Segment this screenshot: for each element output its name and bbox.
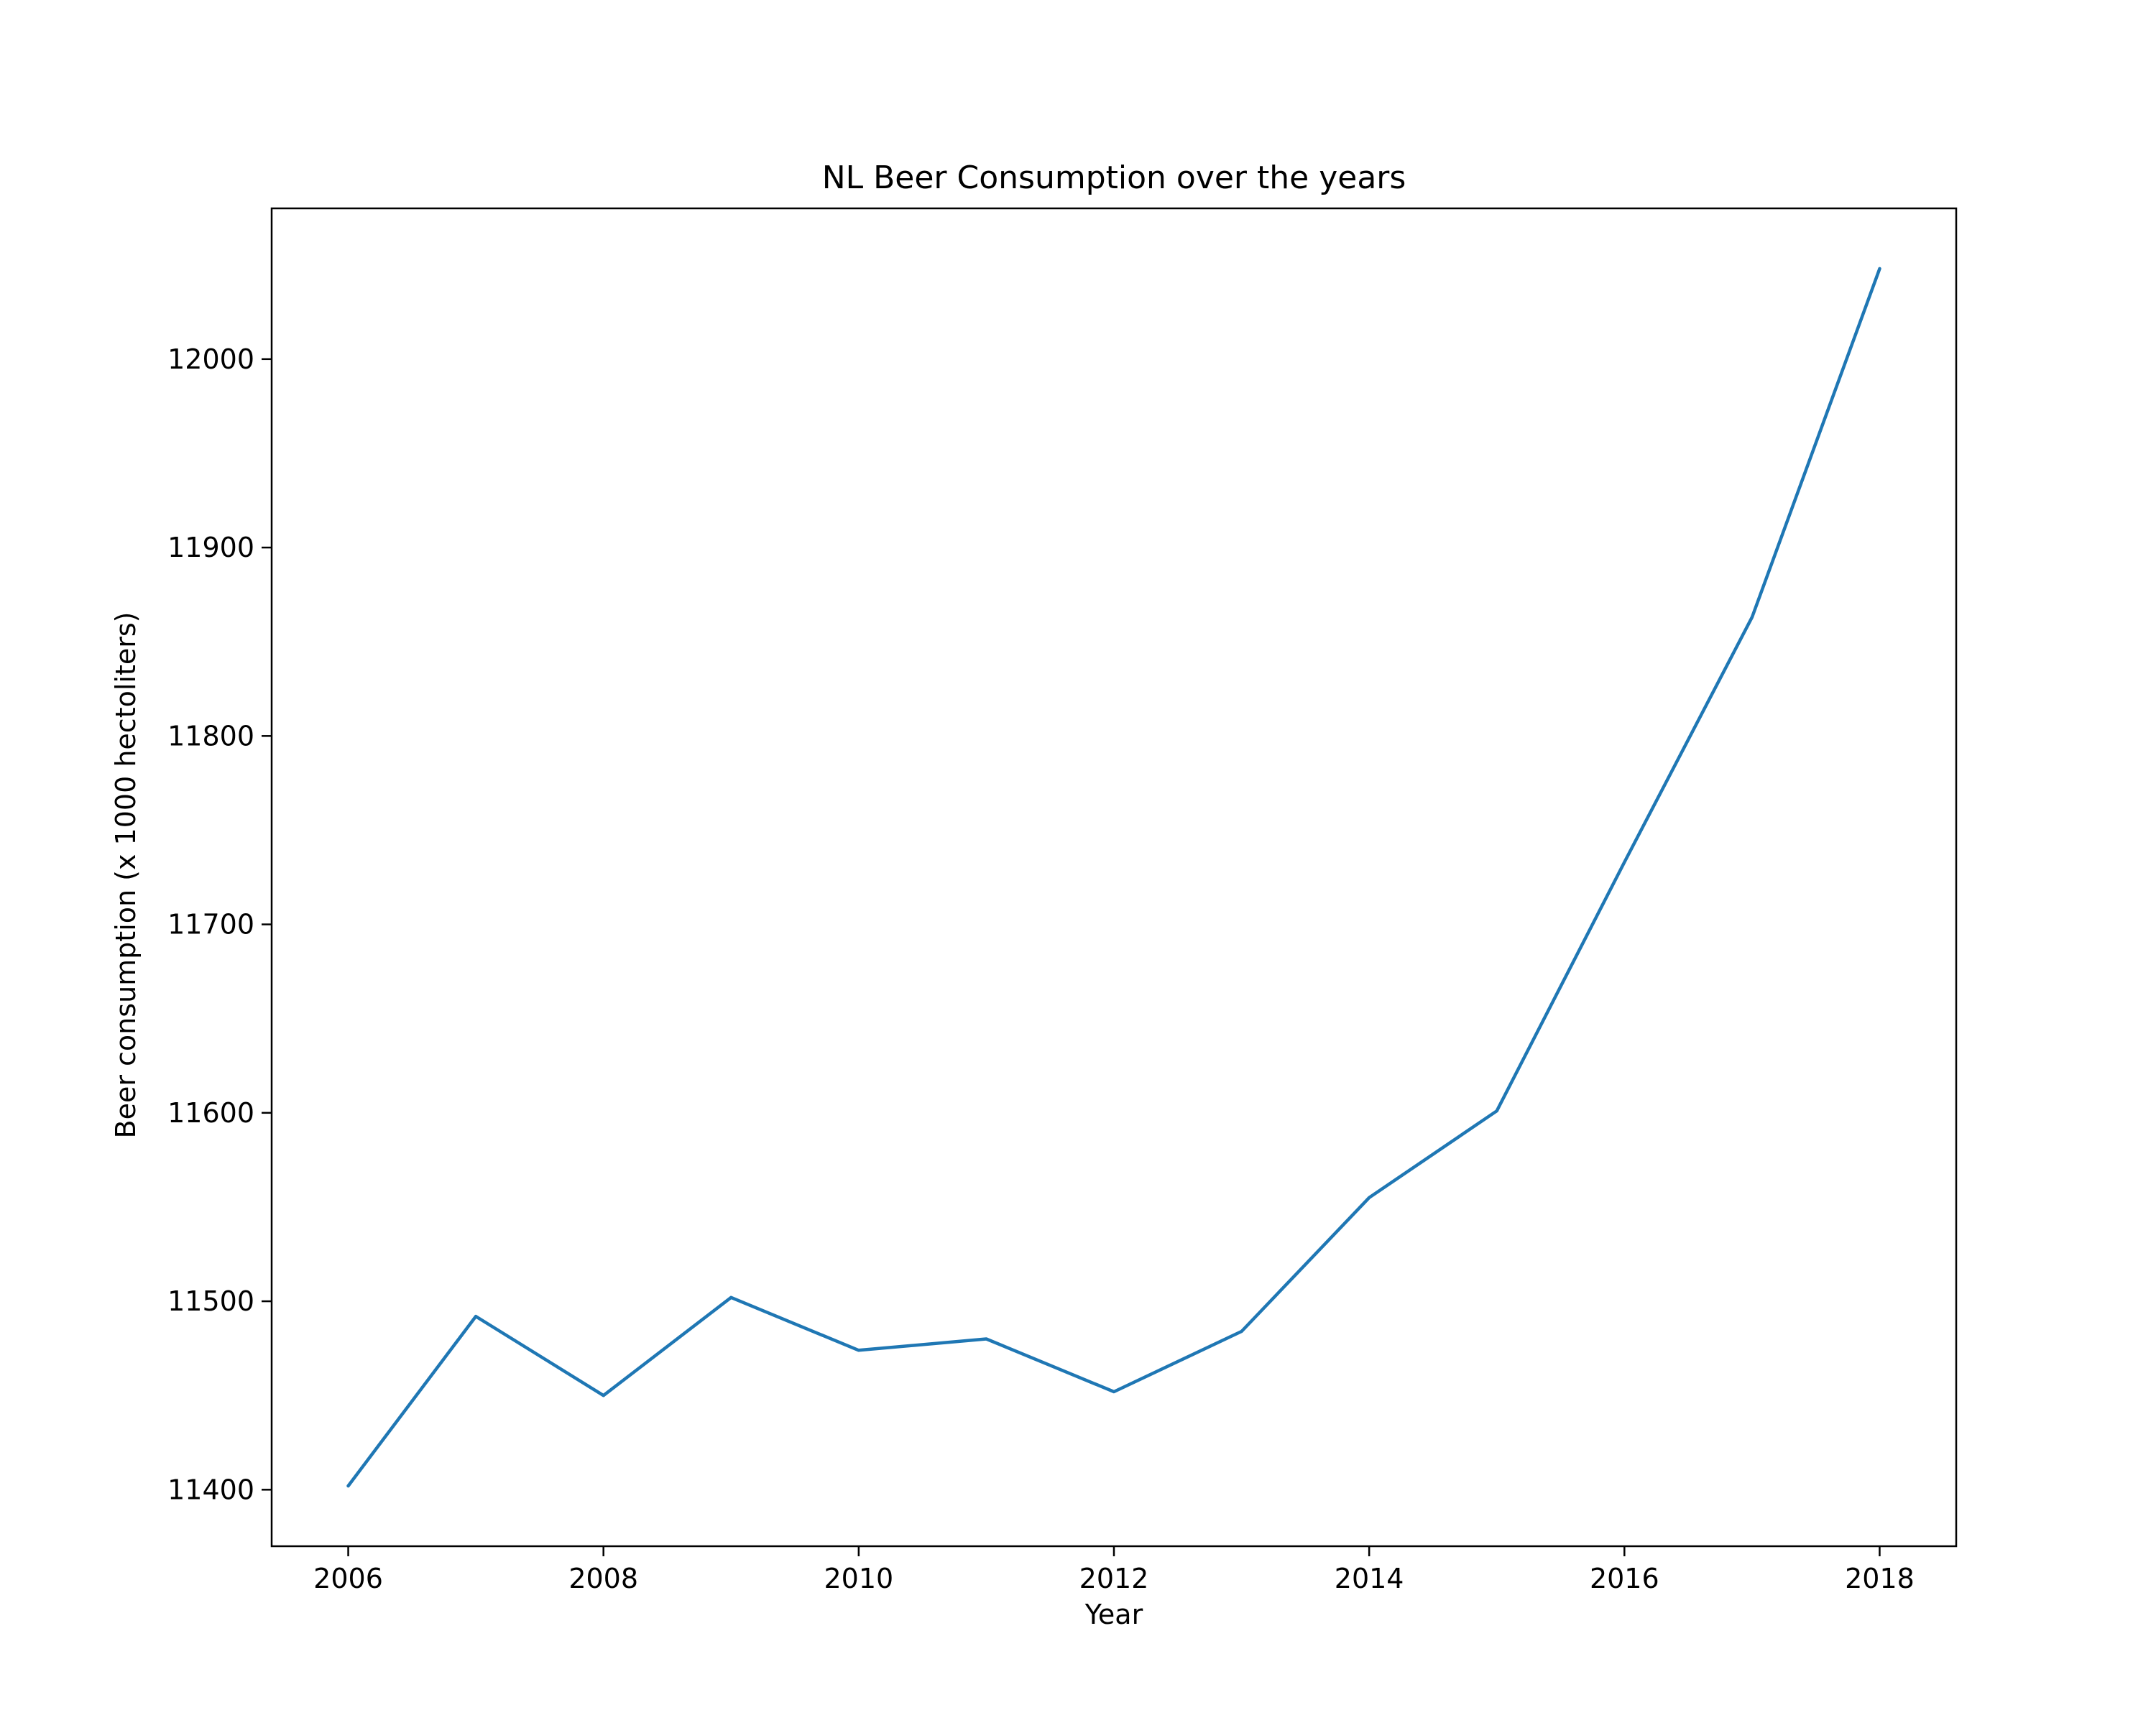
axis-ticks: 2006 2008 2010 2012 2014 2016 2018 11400 11500 11… (167, 343, 1915, 1594)
x-axis-label: Year (1084, 1599, 1143, 1630)
data-point (729, 1295, 733, 1299)
y-tick-label: 11800 (167, 720, 254, 752)
x-tick-label: 2006 (313, 1563, 383, 1594)
data-point (1240, 1330, 1243, 1334)
data-point (985, 1337, 988, 1341)
chart-title: NL Beer Consumption over the years (822, 160, 1406, 196)
y-tick-label: 11900 (167, 532, 254, 563)
y-tick-label: 11700 (167, 909, 254, 941)
data-point (1112, 1390, 1115, 1393)
x-tick-label: 2010 (824, 1563, 893, 1594)
data-point (346, 1484, 350, 1488)
y-axis-label: Beer consumption (x 1000 hectoliters) (110, 612, 142, 1139)
y-tick-label: 12000 (167, 343, 254, 375)
y-tick-label: 11600 (167, 1097, 254, 1129)
data-point (1878, 267, 1881, 270)
data-point (1750, 616, 1754, 619)
series-layer (346, 267, 1881, 1488)
y-tick-label: 11400 (167, 1474, 254, 1505)
x-tick-label: 2018 (1845, 1563, 1915, 1594)
plot-frame (270, 207, 1958, 1548)
x-tick-label: 2008 (568, 1563, 638, 1594)
x-tick-label: 2014 (1335, 1563, 1404, 1594)
data-point (474, 1315, 478, 1318)
data-point (857, 1349, 860, 1352)
x-tick-label: 2012 (1079, 1563, 1149, 1594)
data-point (1368, 1196, 1371, 1199)
series-line (346, 267, 1881, 1488)
data-point (1623, 861, 1626, 864)
x-tick-label: 2016 (1590, 1563, 1659, 1594)
data-point (602, 1394, 605, 1397)
y-tick-label: 11500 (167, 1285, 254, 1317)
data-point (1495, 1109, 1498, 1113)
